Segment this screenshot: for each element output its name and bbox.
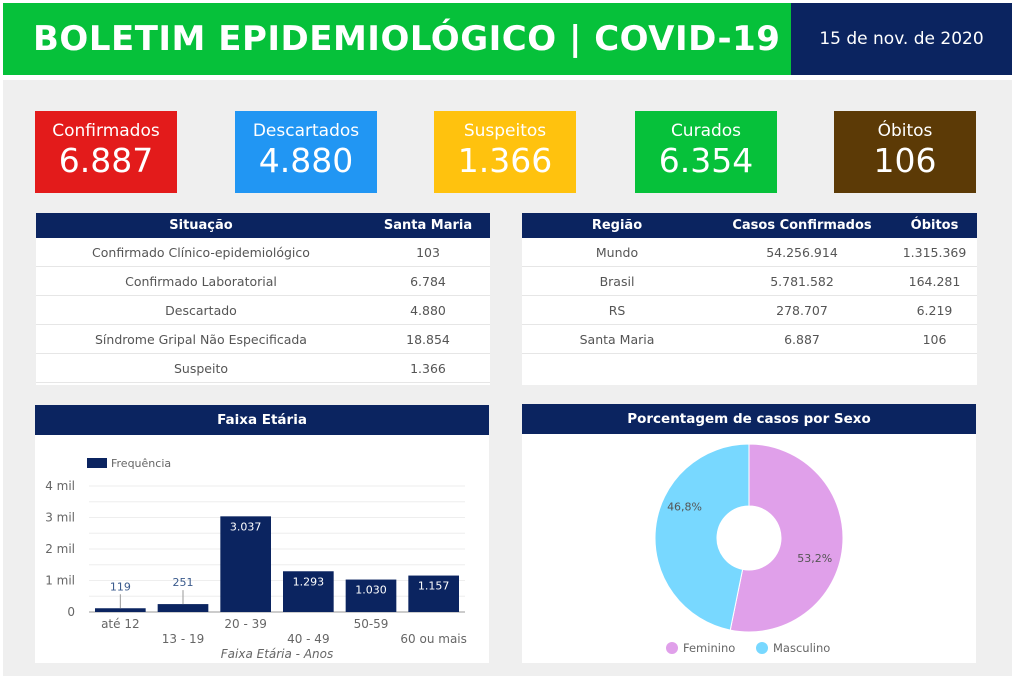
bar bbox=[408, 575, 459, 612]
table-cell: 18.854 bbox=[406, 331, 450, 347]
slice-label: 46,8% bbox=[667, 501, 702, 514]
data-label: 1.293 bbox=[293, 575, 325, 588]
x-axis-title: Faixa Etária - Anos bbox=[221, 647, 334, 661]
column-header: Santa Maria bbox=[383, 218, 473, 233]
y-tick-label: 1 mil bbox=[45, 574, 75, 588]
table-row: Descartado 4.880 bbox=[36, 296, 490, 325]
bar bbox=[283, 571, 334, 612]
table-row: Síndrome Gripal Não Especificada 18.854 bbox=[36, 325, 490, 354]
report-date: 15 de nov. de 2020 bbox=[791, 3, 1012, 75]
table-cell: 278.707 bbox=[776, 302, 828, 318]
table-cell: 1.315.369 bbox=[902, 244, 967, 260]
data-label: 1.157 bbox=[418, 580, 450, 593]
stat-card-0: Confirmados 6.887 bbox=[35, 111, 177, 193]
table-cell: 164.281 bbox=[908, 273, 961, 289]
table-cell: 106 bbox=[922, 331, 947, 347]
x-tick-label: 40 - 49 bbox=[287, 632, 330, 646]
table-row: Confirmado Clínico-epidemiológico 103 bbox=[36, 238, 490, 267]
y-tick-label: 0 bbox=[67, 605, 75, 619]
column-header: Casos Confirmados bbox=[732, 218, 872, 233]
stat-value: 106 bbox=[873, 141, 937, 180]
table-cell: 54.256.914 bbox=[766, 244, 838, 260]
age-chart-panel: Faixa Etária Frequência 0 1 mil 2 mil 3 mil 4… bbox=[35, 405, 489, 663]
table-cell: 4.880 bbox=[410, 302, 446, 318]
legend-label: Feminino bbox=[683, 641, 735, 655]
bar bbox=[345, 579, 397, 612]
table-cell: Brasil bbox=[599, 273, 635, 289]
table-cell: 5.781.582 bbox=[770, 273, 834, 289]
table-row: Santa Maria 6.887 106 bbox=[522, 325, 977, 354]
bar bbox=[220, 516, 271, 612]
table-header: Situação Santa Maria bbox=[36, 213, 490, 238]
sex-chart-title: Porcentagem de casos por Sexo bbox=[522, 404, 976, 434]
slice-label: 53,2% bbox=[797, 552, 832, 565]
table-cell: Descartado bbox=[165, 302, 237, 318]
stat-card-3: Curados 6.354 bbox=[635, 111, 777, 193]
slice-masculino bbox=[654, 443, 750, 631]
legend-dot bbox=[666, 642, 678, 654]
stat-card-2: Suspeitos 1.366 bbox=[434, 111, 576, 193]
y-tick-label: 4 mil bbox=[45, 479, 75, 493]
stat-label: Óbitos bbox=[877, 121, 933, 141]
y-tick-label: 3 mil bbox=[45, 511, 75, 525]
data-label: 3.037 bbox=[230, 520, 262, 533]
stat-label: Curados bbox=[670, 121, 742, 141]
table-cell: 6.887 bbox=[784, 331, 820, 347]
x-tick-label: até 12 bbox=[101, 617, 140, 631]
stat-card-4: Óbitos 106 bbox=[834, 111, 976, 193]
table-cell: Síndrome Gripal Não Especificada bbox=[95, 331, 307, 347]
x-tick-label: 20 - 39 bbox=[224, 617, 267, 631]
table-row: Suspeito 1.366 bbox=[36, 354, 490, 383]
legend-dot bbox=[756, 642, 768, 654]
data-label: 1.030 bbox=[355, 584, 387, 597]
sex-donut-chart: 53,2% 46,8% Feminino Masculino bbox=[654, 443, 844, 655]
table-cell: Confirmado Clínico-epidemiológico bbox=[92, 244, 310, 260]
column-header: Situação bbox=[169, 218, 233, 233]
y-tick-label: 2 mil bbox=[45, 542, 75, 556]
table-cell: 6.784 bbox=[410, 273, 446, 289]
column-header: Região bbox=[591, 218, 643, 233]
table-cell: Suspeito bbox=[173, 360, 229, 376]
table-row: Brasil 5.781.582 164.281 bbox=[522, 267, 977, 296]
x-tick-label: 60 ou mais bbox=[400, 632, 466, 646]
x-tick-label: 50-59 bbox=[354, 617, 389, 631]
table-row: Mundo 54.256.914 1.315.369 bbox=[522, 238, 977, 267]
dashboard-title: BOLETIM EPIDEMIOLÓGICO | COVID-19 bbox=[3, 3, 791, 75]
table-cell: Confirmado Laboratorial bbox=[125, 273, 277, 289]
data-label: 251 bbox=[173, 576, 194, 589]
legend-swatch bbox=[87, 458, 107, 468]
stat-label: Suspeitos bbox=[463, 121, 547, 141]
table-cell: 6.219 bbox=[916, 302, 953, 318]
slice-feminino bbox=[729, 443, 844, 633]
legend-label: Frequência bbox=[111, 457, 171, 470]
table-cell: Mundo bbox=[595, 244, 639, 260]
column-header: Óbitos bbox=[910, 218, 959, 233]
table-cell: 103 bbox=[416, 244, 440, 260]
table-row: Confirmado Laboratorial 6.784 bbox=[36, 267, 490, 296]
stat-value: 6.887 bbox=[58, 141, 154, 180]
stat-value: 1.366 bbox=[457, 141, 553, 180]
legend-label: Masculino bbox=[773, 641, 830, 655]
table-cell: 1.366 bbox=[410, 360, 446, 376]
bar bbox=[95, 608, 146, 612]
table-cell: Santa Maria bbox=[579, 331, 655, 347]
table-row: RS 278.707 6.219 bbox=[522, 296, 977, 325]
table-cell: RS bbox=[608, 302, 626, 318]
bar bbox=[157, 604, 209, 612]
data-label: 119 bbox=[110, 580, 131, 593]
regiao-table: Região Casos Confirmados Óbitos Mundo 54.256… bbox=[522, 213, 977, 385]
age-chart-title: Faixa Etária bbox=[35, 405, 489, 435]
stat-value: 6.354 bbox=[658, 141, 754, 180]
table-header: Região Casos Confirmados Óbitos bbox=[522, 213, 977, 238]
sex-chart-panel: Porcentagem de casos por Sexo 53,2% 46,8%… bbox=[522, 404, 976, 663]
x-tick-label: 13 - 19 bbox=[162, 632, 205, 646]
age-bar-chart: Frequência 0 1 mil 2 mil 3 mil 4 mil 119 até 12… bbox=[45, 457, 467, 661]
stat-card-1: Descartados 4.880 bbox=[235, 111, 377, 193]
stat-label: Descartados bbox=[252, 121, 360, 141]
stat-label: Confirmados bbox=[52, 121, 160, 141]
situacao-table: Situação Santa Maria Confirmado Clínico-ep… bbox=[36, 213, 490, 385]
stat-value: 4.880 bbox=[258, 141, 354, 180]
